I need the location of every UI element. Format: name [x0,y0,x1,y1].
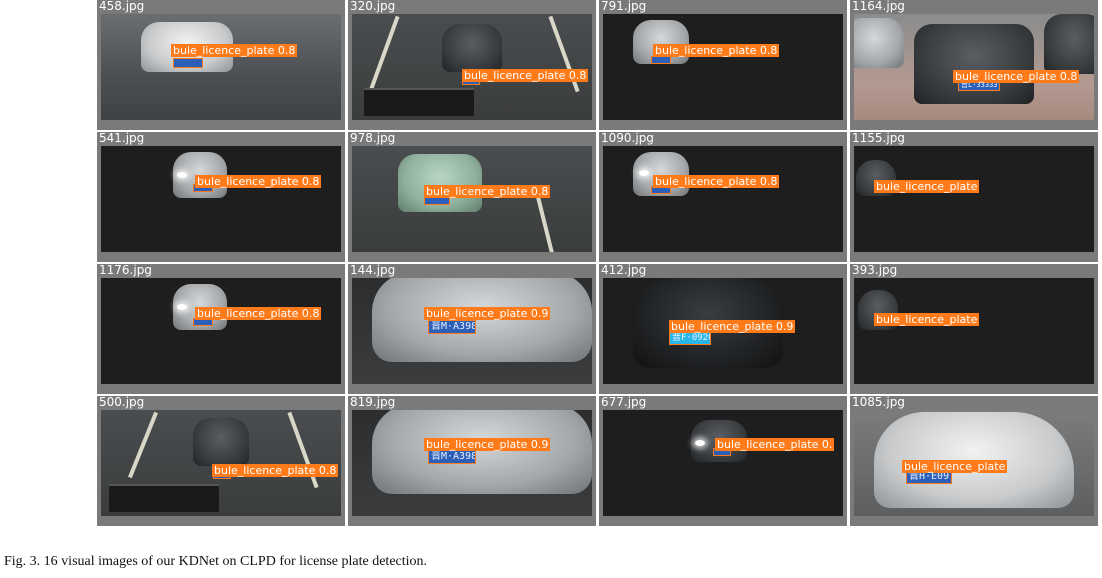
plate-text: 晋M·A3980 [431,451,475,462]
tile-1090: 1090.jpg bule_licence_plate 0.8 [599,132,847,262]
tile-filename: 677.jpg [601,396,647,409]
tile-filename: 819.jpg [350,396,396,409]
tile-144: 144.jpg 晋M·A3980 bule_licence_plate 0.9 [348,264,596,394]
tile-photo [101,410,341,516]
tile-filename: 791.jpg [601,0,647,13]
car [372,410,592,494]
tile-320: 320.jpg bule_licence_plate 0.8 [348,0,596,130]
tile-filename: 1090.jpg [601,132,654,145]
detection-label: bule_licence_plate 0.8 [462,69,589,82]
detection-label: bule_licence_plate 0.8 [953,70,1080,83]
tile-filename: 1085.jpg [852,396,905,409]
headlight [695,440,705,446]
lane-line [368,15,400,93]
detection-label: bule_licence_plate 0.8 [171,44,298,57]
plate-box: 晋M·A3980 [428,450,476,464]
tile-photo [352,14,592,120]
tile-500: 500.jpg bule_licence_plate 0.8 [97,396,345,526]
tile-filename: 1176.jpg [99,264,152,277]
plate-text: 晋F·0920 [672,333,711,343]
tile-1155: 1155.jpg bule_licence_plate [850,132,1098,262]
detection-label: bule_licence_plate 0.8 [195,175,322,188]
tile-photo [603,146,843,252]
detection-label: bule_licence_plate 0.8 [653,44,780,57]
tile-1176: 1176.jpg bule_licence_plate 0.8 [97,264,345,394]
car [193,418,249,466]
tile-photo [352,146,592,252]
tile-filename: 541.jpg [99,132,145,145]
tile-photo: 晋L·33333 [854,14,1094,120]
detection-label: bule_licence_plate 0.8 [653,175,780,188]
detection-label: bule_licence_plate 0.9 [424,307,551,320]
plate-text: 晋L·33333 [961,81,998,89]
barrier [364,88,474,116]
tile-filename: 144.jpg [350,264,396,277]
plate-box [173,58,203,68]
tile-791: 791.jpg bule_licence_plate 0.8 [599,0,847,130]
tile-photo [603,14,843,120]
tile-677: 677.jpg bule_licence_plate 0. [599,396,847,526]
tile-photo [101,146,341,252]
tile-1164: 1164.jpg 晋L·33333 bule_licence_plate 0.8 [850,0,1098,130]
detection-grid: 458.jpg bule_licence_plate 0.8 320.jpg b… [97,0,1101,528]
tile-filename: 320.jpg [350,0,396,13]
car [854,18,904,68]
tile-photo: 晋H·E0972 [854,410,1094,516]
detection-label: bule_licence_plate 0.9 [669,320,796,333]
tile-393: 393.jpg bule_licence_plate [850,264,1098,394]
tile-978: 978.jpg bule_licence_plate 0.8 [348,132,596,262]
detection-label: bule_licence_plate 0.8 [424,185,551,198]
tile-filename: 1155.jpg [852,132,905,145]
detection-label: bule_licence_plate 0.9 [424,438,551,451]
tile-photo [101,278,341,384]
figure-caption: Fig. 3. 16 visual images of our KDNet on… [4,554,428,569]
detection-label: bule_licence_plate 0.8 [212,464,339,477]
tile-819: 819.jpg 晋M·A3980 bule_licence_plate 0.9 [348,396,596,526]
detection-label: bule_licence_plate [902,460,1008,473]
car [914,24,1034,104]
headlight [639,170,649,176]
tile-1085: 1085.jpg 晋H·E0972 bule_licence_plate [850,396,1098,526]
car [442,24,502,72]
tile-filename: 412.jpg [601,264,647,277]
plate-box: 晋M·A3980 [428,320,476,334]
headlight [177,172,187,178]
headlight [177,304,187,310]
plate-box [651,56,671,64]
tile-filename: 393.jpg [852,264,898,277]
tile-filename: 458.jpg [99,0,145,13]
tile-photo [854,146,1094,252]
tile-412: 412.jpg 晋F·0920 bule_licence_plate 0.9 [599,264,847,394]
tile-photo [854,278,1094,384]
tile-filename: 978.jpg [350,132,396,145]
car [372,278,592,362]
detection-label: bule_licence_plate 0.8 [195,307,322,320]
plate-text: 晋M·A3980 [431,321,475,332]
tile-541: 541.jpg bule_licence_plate 0.8 [97,132,345,262]
detection-label: bule_licence_plate [874,313,980,326]
barrier [109,484,219,512]
tile-458: 458.jpg bule_licence_plate 0.8 [97,0,345,130]
plate-box: 晋F·0920 [669,332,711,345]
tile-photo [603,410,843,516]
tile-photo: 晋M·A3980 [352,410,592,516]
car [1044,14,1094,74]
detection-label: bule_licence_plate [874,180,980,193]
tile-filename: 1164.jpg [852,0,905,13]
tile-photo [101,14,341,120]
detection-label: bule_licence_plate 0. [715,438,835,451]
lane-line [128,411,158,479]
tile-photo: 晋M·A3980 [352,278,592,384]
plate-text: 晋H·E0972 [909,471,951,482]
tile-filename: 500.jpg [99,396,145,409]
